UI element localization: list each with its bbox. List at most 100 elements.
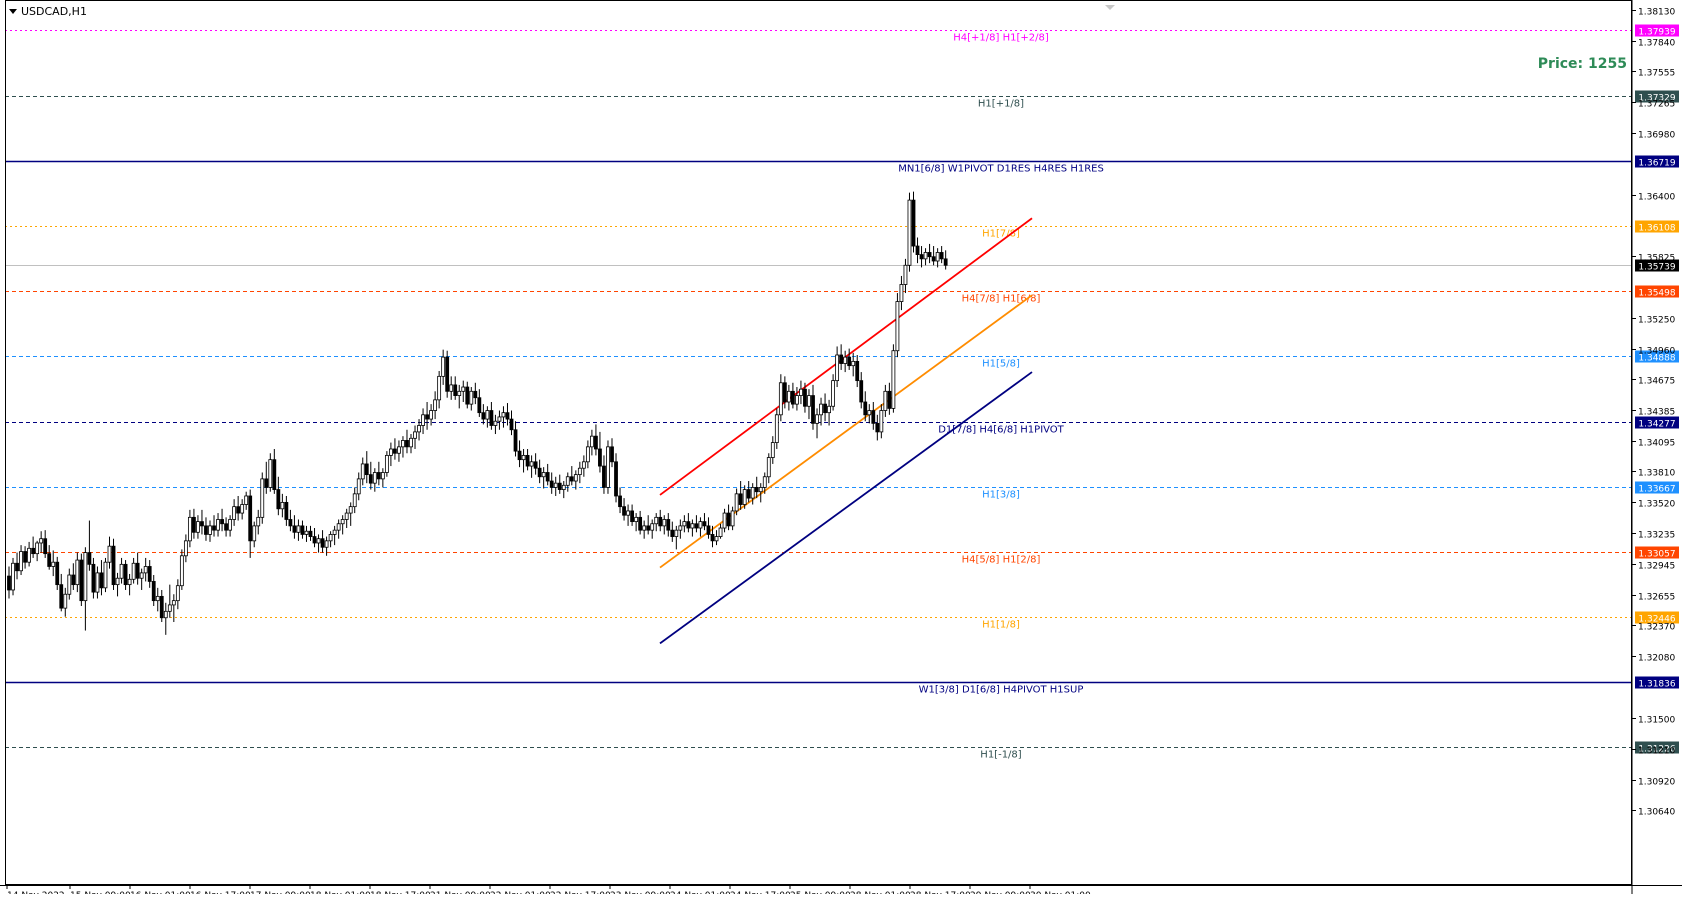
- candle: [831, 374, 835, 411]
- candle: [457, 384, 462, 409]
- candle: [115, 572, 120, 597]
- candle: [67, 568, 72, 600]
- chevron-down-icon[interactable]: [9, 9, 17, 14]
- candle: [750, 483, 755, 505]
- candle: [473, 382, 478, 405]
- level-price-label-1: 1.37329: [1638, 94, 1675, 104]
- candle: [614, 453, 618, 503]
- level-price-label-5: 1.34888: [1638, 354, 1675, 364]
- channel-middle-line[interactable]: [659, 294, 1033, 569]
- candle: [384, 451, 389, 477]
- level-price-tag-10: [1635, 676, 1679, 689]
- y-tick-label: 1.33520: [1638, 500, 1675, 510]
- symbol-header[interactable]: USDCAD,H1: [9, 5, 87, 18]
- y-tick-label: 1.33810: [1638, 469, 1675, 479]
- candle: [718, 523, 723, 539]
- level-label-7: H1[3/8]: [982, 490, 1020, 501]
- candle: [163, 602, 168, 635]
- candle: [449, 376, 454, 400]
- candle: [513, 421, 518, 457]
- candle: [248, 489, 253, 558]
- candle: [811, 384, 815, 430]
- candle: [541, 467, 546, 489]
- candle: [943, 250, 948, 270]
- candle: [602, 455, 606, 494]
- candle: [320, 530, 325, 553]
- level-label-10: W1[3/8] D1[6/8] H4PIVOT H1SUP: [919, 685, 1084, 696]
- candle: [678, 519, 683, 539]
- y-tick-label: 1.33235: [1638, 531, 1675, 541]
- y-tick-label: 1.32080: [1638, 654, 1675, 664]
- level-price-label-0: 1.37939: [1638, 28, 1675, 38]
- y-tick-label: 1.34675: [1638, 377, 1675, 387]
- candle: [590, 429, 594, 456]
- candle: [63, 587, 68, 617]
- candle: [183, 534, 188, 563]
- candle: [525, 448, 530, 471]
- candle: [618, 487, 622, 514]
- candle: [445, 350, 450, 398]
- candle: [875, 414, 880, 441]
- candle: [107, 536, 112, 569]
- candle: [610, 438, 614, 468]
- candle: [569, 466, 574, 486]
- candle: [698, 517, 703, 537]
- level-price-label-11: 1.31226: [1638, 745, 1675, 755]
- candle: [356, 472, 361, 501]
- candle: [127, 573, 132, 596]
- candle: [192, 508, 196, 539]
- candle: [577, 461, 582, 484]
- candle: [606, 440, 610, 494]
- candle: [710, 525, 715, 548]
- level-price-label-2: 1.36719: [1638, 159, 1675, 169]
- candle: [461, 380, 466, 402]
- price-display: Price: 1255: [1538, 56, 1627, 72]
- candle: [372, 468, 377, 492]
- candle: [19, 545, 23, 576]
- candle: [7, 566, 11, 599]
- candle: [754, 476, 759, 499]
- candle: [99, 560, 104, 596]
- candle: [256, 509, 261, 535]
- level-price-tag-4: [1635, 285, 1679, 298]
- price-axis: 1.38130 1.37840 1.37555 1.37265 1.36980 1.364…: [1632, 8, 1675, 818]
- one-click-trading-marker-icon[interactable]: [1105, 5, 1115, 10]
- candle: [545, 463, 550, 486]
- candle: [340, 515, 345, 535]
- candle: [147, 560, 152, 588]
- candle: [638, 510, 643, 535]
- candle: [686, 513, 691, 533]
- y-tick-label: 1.30640: [1638, 808, 1675, 818]
- candle: [220, 508, 224, 532]
- channel-lower-line[interactable]: [659, 371, 1033, 645]
- candle: [380, 468, 385, 488]
- level-price-label-8: 1.33057: [1638, 550, 1675, 560]
- candle: [839, 344, 844, 370]
- channel-upper-line[interactable]: [659, 217, 1033, 496]
- candle: [855, 354, 860, 388]
- candle: [537, 459, 542, 484]
- candle: [264, 461, 269, 494]
- candle: [819, 397, 823, 426]
- y-tick-label: 1.37840: [1638, 39, 1675, 49]
- candle: [851, 352, 856, 377]
- candle: [879, 404, 884, 439]
- candle: [694, 515, 699, 533]
- candle: [348, 502, 353, 526]
- candle: [236, 495, 241, 521]
- level-label-8: H4[5/8] H1[2/8]: [962, 555, 1041, 566]
- candle: [300, 520, 305, 539]
- candle: [364, 451, 369, 484]
- candle: [417, 419, 421, 441]
- candle: [666, 513, 671, 537]
- candle: [15, 552, 19, 580]
- level-price-tag-6: [1635, 416, 1679, 429]
- candle: [738, 481, 743, 510]
- candle: [171, 594, 176, 623]
- candle: [204, 517, 208, 541]
- candle: [782, 376, 787, 409]
- candle: [425, 401, 429, 430]
- level-price-tag-7: [1635, 481, 1679, 494]
